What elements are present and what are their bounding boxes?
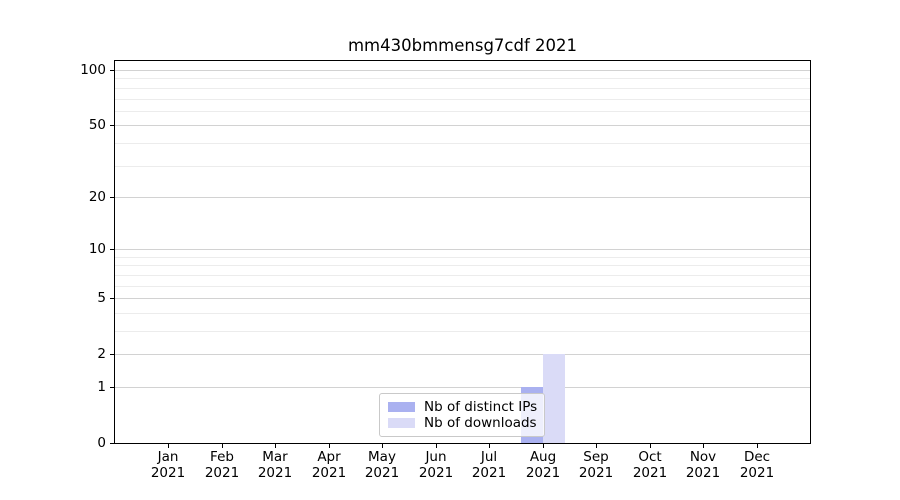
- x-tick-year: 2021: [632, 465, 668, 481]
- gridline-minor: [115, 265, 810, 267]
- x-tick: [703, 444, 704, 448]
- x-tick-month: Jan: [157, 449, 179, 465]
- x-tick: [329, 444, 330, 448]
- x-tick-month: Jul: [480, 449, 498, 465]
- y-tick: [110, 387, 114, 388]
- y-tick-label: 0: [97, 435, 106, 451]
- gridline-minor: [115, 165, 810, 167]
- y-tick: [110, 298, 114, 299]
- x-tick-label: Dec 2021: [725, 449, 789, 481]
- y-tick-label: 1: [97, 379, 106, 395]
- y-tick-label: 2: [97, 346, 106, 362]
- gridline-minor: [115, 78, 810, 80]
- y-tick: [110, 197, 114, 198]
- x-tick-year: 2021: [257, 465, 293, 481]
- legend-swatch-downloads: [388, 418, 415, 428]
- x-tick-year: 2021: [685, 465, 721, 481]
- gridline-major: [115, 387, 810, 388]
- y-tick-label: 50: [88, 117, 106, 133]
- gridline-major: [115, 125, 810, 127]
- x-tick-year: 2021: [364, 465, 400, 481]
- x-tick-label: Apr 2021: [297, 449, 361, 481]
- x-tick-year: 2021: [418, 465, 454, 481]
- x-tick-label: Mar 2021: [243, 449, 307, 481]
- x-tick: [489, 444, 490, 448]
- x-tick-label: Nov 2021: [671, 449, 735, 481]
- x-tick-month: Mar: [262, 449, 288, 465]
- gridline-minor: [115, 256, 810, 258]
- x-tick: [757, 444, 758, 448]
- legend: Nb of distinct IPs Nb of downloads: [379, 393, 545, 437]
- x-tick-label: Jun 2021: [404, 449, 468, 481]
- x-tick-month: Feb: [210, 449, 234, 465]
- gridline-major: [115, 70, 810, 71]
- x-tick-month: Nov: [689, 449, 717, 465]
- legend-label-downloads: Nb of downloads: [424, 415, 537, 431]
- x-tick-label: May 2021: [350, 449, 414, 481]
- x-tick-label: Aug 2021: [511, 449, 575, 481]
- gridline-minor: [115, 110, 810, 112]
- x-tick-label: Jan 2021: [136, 449, 200, 481]
- gridline-minor: [115, 285, 810, 287]
- x-tick: [596, 444, 597, 448]
- y-tick: [110, 70, 114, 71]
- x-tick: [436, 444, 437, 448]
- y-tick-label: 100: [80, 62, 106, 78]
- x-tick-label: Jul 2021: [457, 449, 521, 481]
- x-tick: [543, 444, 544, 448]
- x-tick-year: 2021: [471, 465, 507, 481]
- legend-swatch-distinct-ips: [388, 402, 415, 412]
- x-tick: [275, 444, 276, 448]
- gridline-minor: [115, 142, 810, 144]
- x-tick-year: 2021: [525, 465, 561, 481]
- y-tick-label: 10: [88, 241, 106, 257]
- x-tick: [382, 444, 383, 448]
- x-tick-month: Sep: [583, 449, 609, 465]
- y-tick: [110, 125, 114, 126]
- gridline-minor: [115, 312, 810, 314]
- x-tick-month: Dec: [743, 449, 771, 465]
- y-tick: [110, 249, 114, 250]
- x-tick-year: 2021: [739, 465, 775, 481]
- gridline-major: [115, 196, 810, 198]
- gridline-major: [115, 249, 810, 251]
- gridline-minor: [115, 98, 810, 100]
- x-tick-month: Apr: [317, 449, 341, 465]
- gridline-major: [115, 354, 810, 356]
- y-tick-label: 5: [97, 290, 106, 306]
- x-tick-month: Aug: [529, 449, 557, 465]
- legend-item-downloads: Nb of downloads: [388, 415, 537, 431]
- x-tick: [168, 444, 169, 448]
- x-tick: [650, 444, 651, 448]
- y-tick-label: 20: [88, 189, 106, 205]
- bar-nb-of-downloads-aug: [542, 354, 565, 443]
- x-tick-year: 2021: [204, 465, 240, 481]
- x-tick-year: 2021: [311, 465, 347, 481]
- x-tick-month: Oct: [638, 449, 662, 465]
- gridline-minor: [115, 331, 810, 332]
- x-tick-label: Feb 2021: [190, 449, 254, 481]
- plot-area: [114, 60, 811, 444]
- y-tick: [110, 354, 114, 355]
- gridline-minor: [115, 87, 810, 89]
- x-tick-label: Oct 2021: [618, 449, 682, 481]
- x-tick-month: May: [368, 449, 396, 465]
- gridline-minor: [115, 274, 810, 276]
- chart-title: mm430bmmensg7cdf 2021: [347, 36, 578, 55]
- gridline-major: [115, 298, 810, 300]
- x-tick: [222, 444, 223, 448]
- x-tick-year: 2021: [578, 465, 614, 481]
- x-tick-label: Sep 2021: [564, 449, 628, 481]
- y-tick: [110, 443, 114, 444]
- x-tick-year: 2021: [150, 465, 186, 481]
- legend-item-distinct-ips: Nb of distinct IPs: [388, 399, 538, 415]
- legend-label-distinct-ips: Nb of distinct IPs: [424, 399, 538, 415]
- x-tick-month: Jun: [425, 449, 447, 465]
